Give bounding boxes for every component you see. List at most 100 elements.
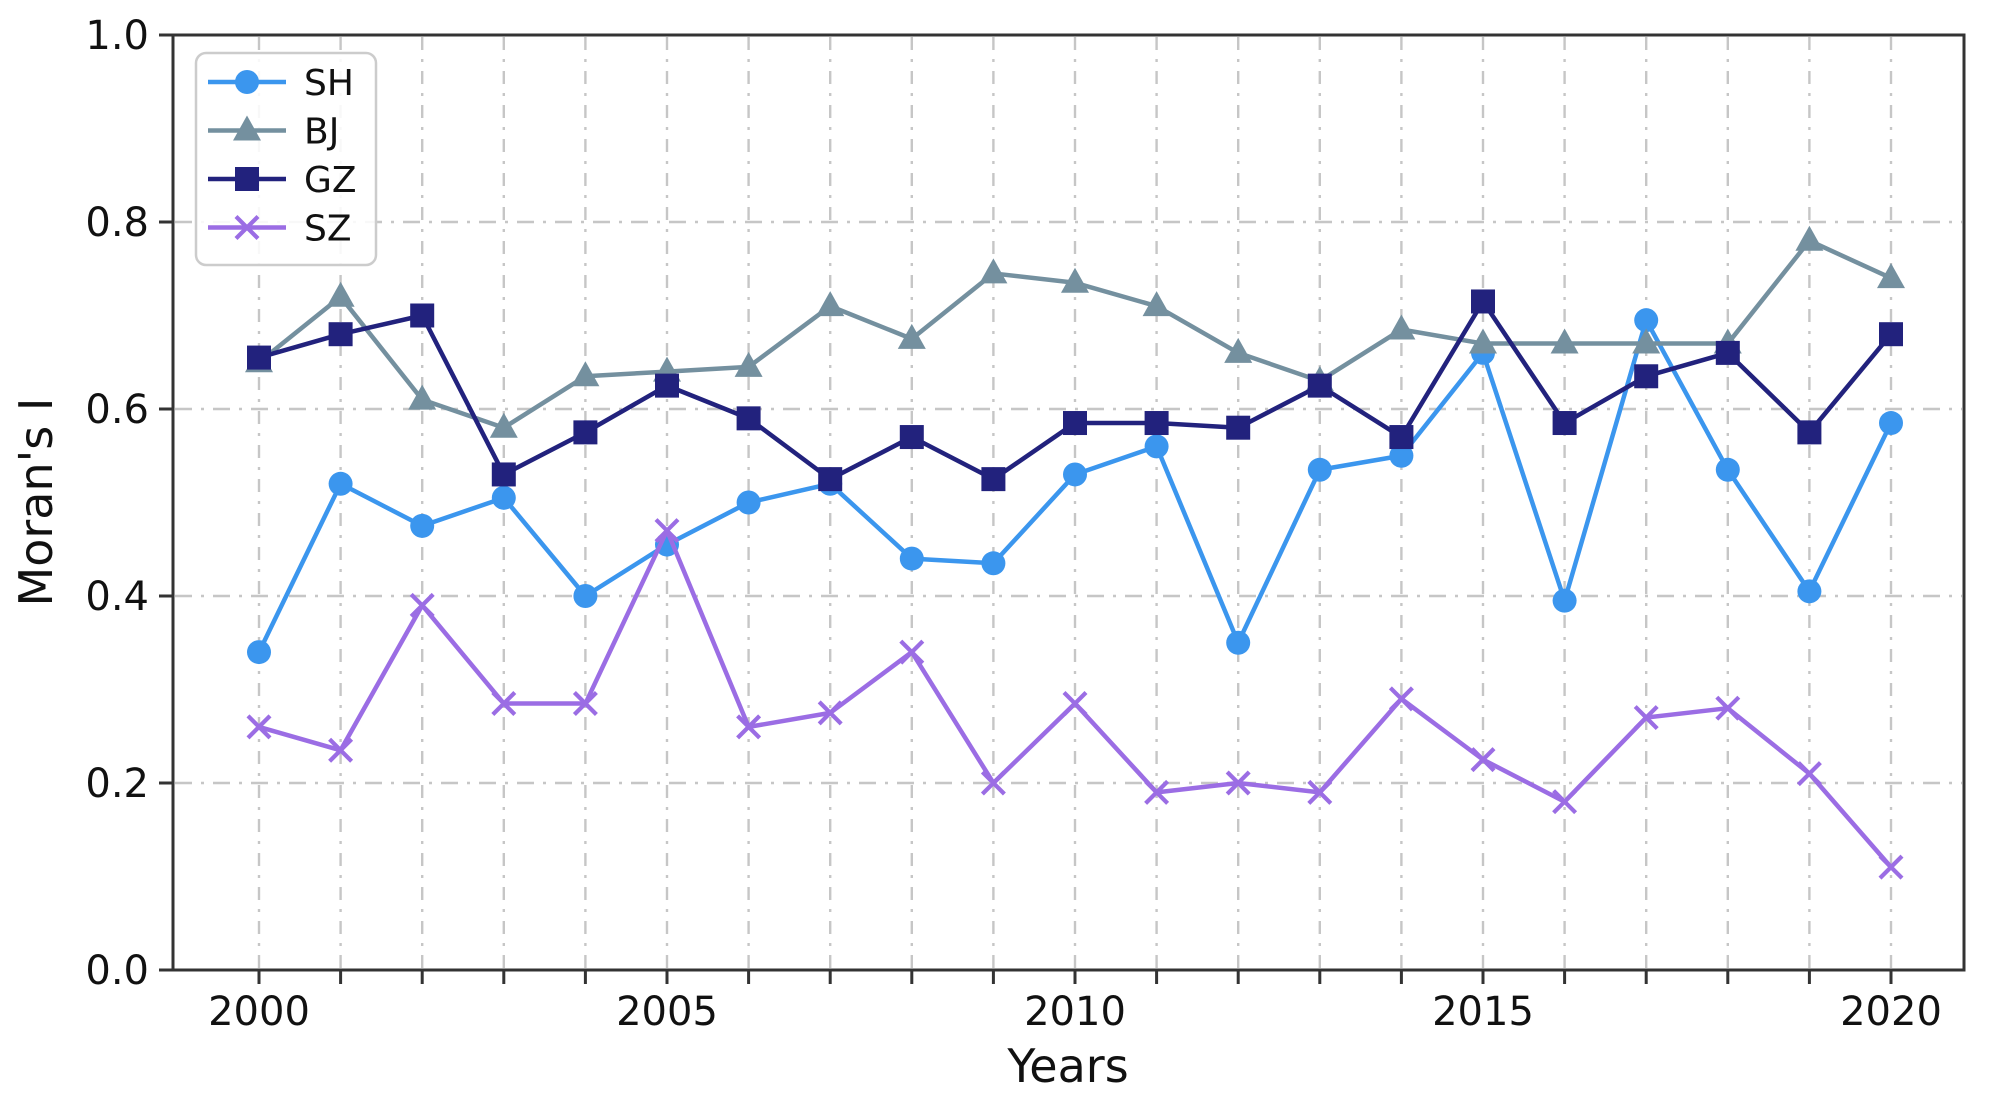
x-marker xyxy=(1796,761,1822,787)
x-marker xyxy=(736,714,762,740)
square-marker xyxy=(736,406,761,431)
x-tick-label: 2000 xyxy=(208,989,310,1035)
circle-marker xyxy=(1307,457,1332,482)
circle-marker xyxy=(1063,462,1087,487)
circle-marker xyxy=(1389,443,1414,468)
x-marker xyxy=(1715,695,1741,721)
x-marker xyxy=(572,691,598,717)
square-marker xyxy=(818,467,843,492)
y-tick-label: 0.2 xyxy=(85,761,149,807)
y-tick-label: 1.0 xyxy=(85,13,149,59)
square-marker xyxy=(1634,364,1659,389)
triangle-marker xyxy=(233,115,261,141)
grid-lines xyxy=(175,37,1962,968)
square-marker xyxy=(1307,373,1332,398)
square-marker xyxy=(1797,420,1822,445)
triangle-marker xyxy=(489,412,518,438)
x-marker xyxy=(980,770,1006,796)
legend-label: GZ xyxy=(304,160,357,201)
triangle-marker xyxy=(1877,263,1905,289)
x-marker xyxy=(1307,779,1333,805)
triangle-marker xyxy=(1795,225,1824,251)
triangle-marker xyxy=(734,351,763,377)
circle-marker xyxy=(235,70,259,94)
legend-label: BJ xyxy=(304,112,339,153)
x-marker xyxy=(1144,779,1170,805)
triangle-marker xyxy=(897,323,926,349)
triangle-marker xyxy=(408,384,437,410)
legend-item-sz: SZ xyxy=(208,209,352,250)
circle-marker xyxy=(899,546,924,571)
triangle-marker xyxy=(816,291,845,317)
axis-ticks xyxy=(159,33,1893,984)
circle-marker xyxy=(491,485,516,510)
square-marker xyxy=(1715,340,1740,365)
legend-item-bj: BJ xyxy=(208,112,339,153)
circle-marker xyxy=(1634,308,1659,333)
circle-marker xyxy=(573,584,598,608)
x-marker xyxy=(246,714,272,740)
x-marker xyxy=(1062,691,1088,717)
square-marker xyxy=(247,345,271,370)
circle-marker xyxy=(1226,630,1251,655)
circle-marker xyxy=(1144,434,1169,459)
series-sz xyxy=(246,518,1904,880)
square-marker xyxy=(1226,415,1251,440)
x-axis-title: Years xyxy=(1006,1039,1128,1093)
circle-marker xyxy=(1715,457,1740,482)
data-series xyxy=(245,225,1905,880)
square-marker xyxy=(981,467,1006,492)
legend-label: SH xyxy=(304,63,354,104)
legend-item-sh: SH xyxy=(208,63,354,104)
x-marker xyxy=(817,700,843,726)
circle-marker xyxy=(328,471,353,496)
circle-marker xyxy=(1552,588,1577,613)
circle-marker xyxy=(981,551,1006,576)
triangle-marker xyxy=(1224,337,1253,363)
x-tick-label: 2020 xyxy=(1840,989,1942,1035)
x-tick-label: 2005 xyxy=(616,989,718,1035)
square-marker xyxy=(1144,411,1169,436)
square-marker xyxy=(491,462,516,487)
y-tick-label: 0.0 xyxy=(85,948,149,994)
x-marker xyxy=(328,737,354,763)
series-sh xyxy=(247,308,1903,665)
x-marker xyxy=(1225,770,1251,796)
x-marker xyxy=(654,518,680,544)
x-marker xyxy=(409,592,435,618)
x-marker xyxy=(899,639,925,665)
triangle-marker xyxy=(1469,328,1497,354)
x-marker xyxy=(1388,686,1414,712)
plot-border xyxy=(171,33,1966,972)
triangle-marker xyxy=(1550,328,1579,354)
triangle-marker xyxy=(1387,314,1416,340)
y-tick-label: 0.8 xyxy=(85,200,149,246)
x-marker xyxy=(1470,747,1496,773)
triangle-marker xyxy=(1142,291,1171,317)
square-marker xyxy=(235,167,259,191)
square-marker xyxy=(1552,411,1577,436)
series-gz xyxy=(247,289,1903,492)
legend-box xyxy=(194,51,378,267)
square-marker xyxy=(410,303,435,328)
triangle-marker xyxy=(571,361,600,387)
triangle-marker xyxy=(1632,328,1661,354)
square-marker xyxy=(1389,425,1414,450)
square-marker xyxy=(573,420,598,445)
triangle-marker xyxy=(1061,267,1089,293)
y-tick-label: 0.6 xyxy=(85,387,149,433)
axis-tick-labels: 2000 2005 2010 2015 2020 0.0 0.2 0.4 0.6 0.8 1.0 xyxy=(85,13,1942,1035)
square-marker xyxy=(328,322,353,347)
x-tick-label: 2015 xyxy=(1432,989,1534,1035)
circle-marker xyxy=(1879,411,1903,436)
y-axis-title: Moran's I xyxy=(9,398,63,607)
square-marker xyxy=(899,425,924,450)
square-marker xyxy=(1879,322,1903,347)
x-marker xyxy=(491,691,517,717)
circle-marker xyxy=(1797,579,1822,604)
circle-marker xyxy=(736,490,761,515)
square-marker xyxy=(1471,289,1495,314)
x-marker xyxy=(1633,705,1659,731)
legend-item-gz: GZ xyxy=(208,160,357,201)
